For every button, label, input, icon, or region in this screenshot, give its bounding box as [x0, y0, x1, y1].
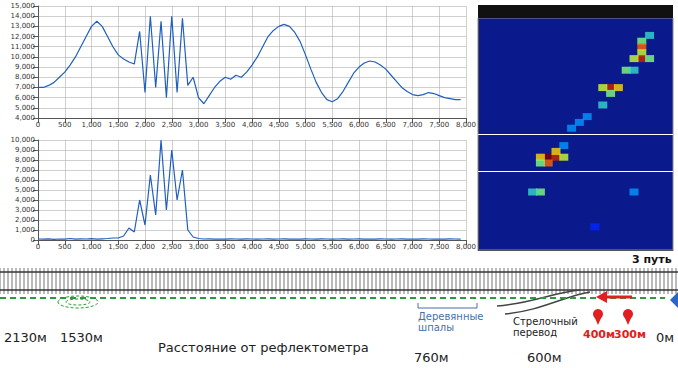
svg-text:4,000: 4,000: [15, 196, 35, 204]
svg-text:5,500: 5,500: [322, 121, 342, 129]
svg-text:6,000: 6,000: [15, 176, 35, 184]
svg-text:2,500: 2,500: [162, 243, 182, 251]
svg-text:шпалы: шпалы: [418, 322, 454, 333]
svg-text:4,500: 4,500: [269, 121, 289, 129]
svg-text:5,500: 5,500: [322, 243, 342, 251]
svg-text:7,000: 7,000: [15, 83, 35, 91]
svg-text:9,000: 9,000: [15, 63, 35, 71]
svg-text:0м: 0м: [656, 330, 674, 345]
svg-text:6,000: 6,000: [15, 94, 35, 102]
svg-text:7,000: 7,000: [402, 243, 422, 251]
svg-text:13,000: 13,000: [11, 22, 36, 30]
svg-text:2,500: 2,500: [162, 121, 182, 129]
svg-text:8,000: 8,000: [456, 121, 476, 129]
svg-text:4,000: 4,000: [242, 121, 262, 129]
svg-text:7,000: 7,000: [15, 166, 35, 174]
svg-text:2,000: 2,000: [135, 243, 155, 251]
svg-text:600м: 600м: [527, 350, 562, 365]
svg-text:10,000: 10,000: [11, 53, 36, 61]
svg-text:6,500: 6,500: [376, 243, 396, 251]
svg-text:1,500: 1,500: [108, 243, 128, 251]
svg-text:1,000: 1,000: [81, 243, 101, 251]
svg-text:Деревянные: Деревянные: [418, 311, 484, 322]
svg-text:0: 0: [36, 243, 40, 251]
svg-text:4,500: 4,500: [269, 243, 289, 251]
svg-text:6,000: 6,000: [349, 121, 369, 129]
svg-text:3 путь: 3 путь: [632, 253, 672, 266]
svg-text:5,000: 5,000: [15, 186, 35, 194]
svg-text:7,000: 7,000: [402, 121, 422, 129]
svg-text:4,000: 4,000: [15, 114, 35, 122]
svg-text:1,000: 1,000: [81, 121, 101, 129]
svg-text:7,500: 7,500: [429, 121, 449, 129]
svg-text:10,000: 10,000: [11, 136, 36, 144]
svg-text:11,000: 11,000: [11, 43, 36, 51]
svg-text:5,000: 5,000: [295, 121, 315, 129]
svg-text:8,000: 8,000: [456, 243, 476, 251]
svg-text:0: 0: [36, 121, 40, 129]
svg-text:8,000: 8,000: [15, 73, 35, 81]
svg-text:8,000: 8,000: [15, 156, 35, 164]
svg-text:5,000: 5,000: [295, 243, 315, 251]
svg-text:1,000: 1,000: [15, 226, 35, 234]
svg-text:перевод: перевод: [513, 327, 557, 338]
svg-text:3,500: 3,500: [215, 243, 235, 251]
svg-text:6,500: 6,500: [376, 121, 396, 129]
svg-text:3,000: 3,000: [188, 243, 208, 251]
svg-text:4,000: 4,000: [242, 243, 262, 251]
svg-text:3,500: 3,500: [215, 121, 235, 129]
svg-text:5,000: 5,000: [15, 104, 35, 112]
svg-text:300м: 300м: [614, 328, 646, 341]
svg-text:2,000: 2,000: [135, 121, 155, 129]
svg-text:500: 500: [58, 243, 71, 251]
svg-text:2130м: 2130м: [4, 330, 47, 345]
svg-text:14,000: 14,000: [11, 12, 36, 20]
svg-text:9,000: 9,000: [15, 146, 35, 154]
svg-text:400м: 400м: [583, 328, 615, 341]
svg-text:Расстояние от рефлектометра: Расстояние от рефлектометра: [158, 340, 369, 355]
svg-text:15,000: 15,000: [11, 2, 36, 10]
svg-text:2,000: 2,000: [15, 216, 35, 224]
svg-text:1,500: 1,500: [108, 121, 128, 129]
svg-text:0: 0: [31, 236, 35, 244]
svg-text:7,500: 7,500: [429, 243, 449, 251]
svg-text:6,000: 6,000: [349, 243, 369, 251]
svg-text:12,000: 12,000: [11, 33, 36, 41]
svg-text:500: 500: [58, 121, 71, 129]
svg-text:760м: 760м: [414, 350, 449, 365]
svg-text:3,000: 3,000: [188, 121, 208, 129]
svg-text:3,000: 3,000: [15, 206, 35, 214]
svg-text:1530м: 1530м: [60, 330, 103, 345]
svg-text:Стрелочный: Стрелочный: [513, 316, 578, 327]
